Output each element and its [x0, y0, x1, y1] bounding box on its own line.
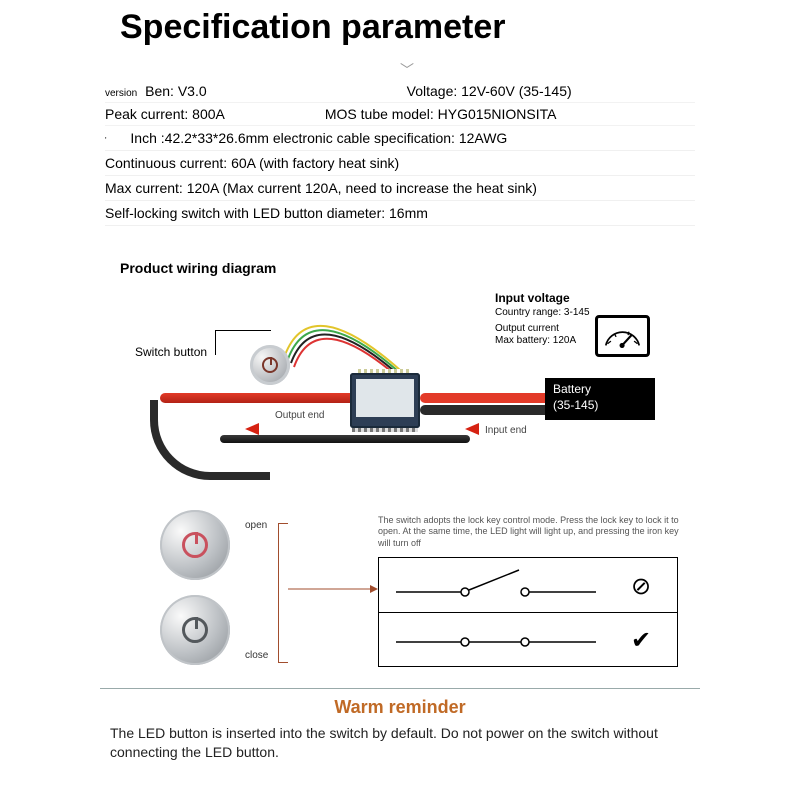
button-state-open-icon	[160, 510, 230, 580]
schematic-row-closed: ✔	[391, 612, 667, 666]
input-end-label: Input end	[485, 425, 527, 436]
output-end-label: Output end	[275, 410, 324, 421]
schematic-row-open: ⊘	[391, 558, 667, 612]
spec-row-selflock: Self-locking switch with LED button diam…	[105, 201, 695, 226]
switch-note: The switch adopts the lock key control m…	[378, 515, 688, 549]
spec-val-version: Ben: V3.0	[145, 83, 207, 99]
wire-black-input	[420, 405, 560, 415]
battery-label-2: (35-145)	[553, 398, 647, 414]
switch-button-label: Switch button	[135, 345, 207, 359]
max-battery-label: Max battery: 120A	[495, 335, 576, 346]
spec-peak: Peak current: 800A	[105, 106, 225, 122]
warm-reminder-title: Warm reminder	[100, 697, 700, 718]
open-label: open	[245, 520, 267, 531]
spec-row-peak: Peak current: 800A MOS tube model: HYG01…	[105, 103, 695, 126]
spec-inch: Inch :42.2*33*26.6mm electronic cable sp…	[130, 130, 507, 146]
battery-label-1: Battery	[553, 382, 647, 398]
spec-row-version: version Ben: V3.0 Voltage: 12V-60V (35-1…	[105, 80, 695, 103]
page-title: Specification parameter	[120, 8, 505, 47]
button-state-close-icon	[160, 595, 230, 665]
switch-button-icon	[250, 345, 290, 385]
spec-row-inch: ' Inch :42.2*33*26.6mm electronic cable …	[105, 126, 695, 151]
country-range-label: Country range: 3-145	[495, 307, 590, 318]
switch-schematic: ⊘ ✔	[378, 557, 678, 667]
spec-key-version: version	[105, 88, 137, 99]
wiring-heading: Product wiring diagram	[120, 260, 276, 276]
battery-box: Battery (35-145)	[545, 378, 655, 420]
arrow-left-icon	[465, 423, 479, 435]
check-icon: ✔	[621, 620, 661, 660]
spec-row-cont: Continuous current: 60A (with factory he…	[105, 151, 695, 176]
wire-black-output	[220, 435, 470, 443]
warm-reminder: Warm reminder The LED button is inserted…	[100, 688, 700, 762]
wire-red-input	[420, 393, 560, 403]
close-label: close	[245, 650, 268, 661]
controller-label	[356, 379, 414, 417]
output-current-label: Output current	[495, 323, 559, 334]
spec-mos: MOS tube model: HYG015NIONSITA	[325, 106, 557, 122]
wiring-diagram: Switch button Battery (35-145)	[100, 275, 700, 515]
warm-reminder-body: The LED button is inserted into the swit…	[100, 724, 700, 762]
page: Specification parameter ﹀ version Ben: V…	[0, 0, 800, 800]
bracket-arrow-icon	[288, 585, 378, 593]
spec-voltage: Voltage: 12V-60V (35-145)	[407, 83, 572, 99]
gauge-icon	[595, 315, 650, 357]
spec-row-max: Max current: 120A (Max current 120A, nee…	[105, 176, 695, 201]
prohibit-icon: ⊘	[621, 566, 661, 606]
controller-module-icon	[350, 373, 420, 428]
chevron-down-icon: ﹀	[400, 60, 414, 80]
power-icon	[262, 357, 278, 373]
bracket-icon	[278, 523, 288, 663]
arrow-left-icon	[245, 423, 259, 435]
input-voltage-title: Input voltage	[495, 291, 570, 305]
callout-line	[215, 330, 271, 331]
spec-table: version Ben: V3.0 Voltage: 12V-60V (35-1…	[105, 80, 695, 226]
callout-line	[215, 330, 216, 355]
